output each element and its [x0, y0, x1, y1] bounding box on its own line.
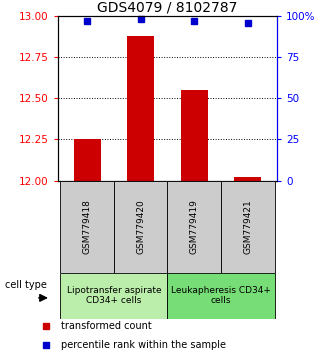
Bar — [60, 273, 168, 319]
Bar — [234, 177, 261, 181]
Bar — [60, 181, 114, 273]
Bar — [168, 273, 275, 319]
Text: GSM779419: GSM779419 — [190, 199, 199, 254]
Text: GSM779421: GSM779421 — [243, 199, 252, 254]
Text: transformed count: transformed count — [61, 321, 152, 331]
Text: Lipotransfer aspirate
CD34+ cells: Lipotransfer aspirate CD34+ cells — [67, 286, 161, 305]
Text: percentile rank within the sample: percentile rank within the sample — [61, 340, 226, 350]
Text: GSM779418: GSM779418 — [83, 199, 92, 254]
Bar — [168, 181, 221, 273]
Title: GDS4079 / 8102787: GDS4079 / 8102787 — [97, 1, 238, 15]
Bar — [74, 139, 101, 181]
Text: GSM779420: GSM779420 — [136, 199, 145, 254]
Bar — [221, 181, 275, 273]
Text: Leukapheresis CD34+
cells: Leukapheresis CD34+ cells — [171, 286, 271, 305]
Bar — [127, 36, 154, 181]
Bar — [114, 181, 168, 273]
Text: cell type: cell type — [5, 280, 47, 291]
Bar — [181, 90, 208, 181]
